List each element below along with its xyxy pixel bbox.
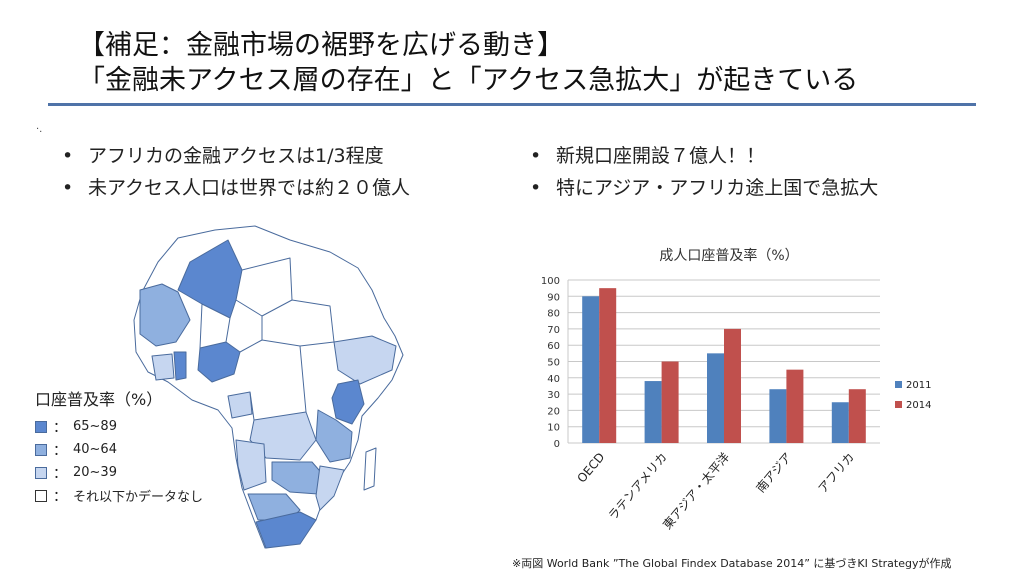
region-south-africa [255, 511, 317, 549]
map-legend-item: ： それ以下かデータなし [35, 484, 203, 507]
map-legend-item: ： 20~39 [35, 461, 203, 484]
map-legend-title: 口座普及率（%） [35, 390, 163, 409]
bullet-item: 新規口座開設７億人！！ [528, 140, 878, 172]
bullet-item: アフリカの金融アクセスは1/3程度 [60, 140, 410, 172]
bar-2011 [707, 353, 724, 443]
legend-swatch-2014 [895, 401, 902, 408]
y-tick-label: 70 [547, 325, 560, 336]
region-algeria [177, 239, 243, 319]
legend-swatch [35, 420, 47, 433]
y-tick-label: 80 [547, 309, 560, 320]
y-tick-label: 0 [554, 439, 560, 450]
x-tick-label: 東アジア・太平洋 [659, 449, 732, 532]
region-angola [235, 439, 267, 491]
bar-2014 [661, 361, 679, 443]
legend-label: 2014 [906, 400, 931, 411]
legend-range: それ以下かデータなし [73, 490, 204, 505]
legend-range: 40~64 [73, 442, 117, 457]
title-divider [48, 103, 976, 106]
slide-title: 【補足：金融市場の裾野を広げる動き】 「金融未アクセス層の存在」と「アクセス急拡… [78, 28, 858, 98]
source-footnote: ※両図 World Bank ”The Global Findex Databa… [512, 557, 952, 570]
y-tick-label: 60 [547, 341, 560, 352]
bullet-item: 未アクセス人口は世界では約２０億人 [60, 172, 410, 204]
bar-2014 [724, 328, 741, 443]
y-tick-label: 100 [541, 276, 560, 287]
x-tick-label: 南アジア [753, 449, 795, 495]
bar-2014 [848, 389, 866, 443]
x-tick-label: OECD [574, 450, 607, 486]
bullet-list-right: 新規口座開設７億人！！ 特にアジア・アフリカ途上国で急拡大 [528, 140, 878, 204]
y-tick-label: 50 [547, 358, 560, 369]
legend-swatch [35, 489, 47, 502]
legend-swatch-2011 [895, 381, 902, 388]
stray-mark: ·. [36, 124, 43, 135]
bar-2011 [831, 402, 849, 443]
region-ethiopia [333, 335, 397, 385]
legend-label: 2011 [906, 380, 931, 391]
bar-2011 [769, 389, 787, 443]
region-madagascar [363, 447, 377, 491]
legend-swatch [35, 466, 47, 479]
account-ownership-chart: 成人口座普及率（%） 0 10 20 30 40 50 60 70 80 90 100 OECDラテンア… [541, 247, 932, 532]
region-mozambique [315, 465, 345, 511]
map-legend-item: ： 40~64 [35, 438, 203, 461]
chart-title: 成人口座普及率（%） [659, 247, 798, 264]
map-legend-item: ： 65~89 [35, 415, 203, 438]
bar-2014 [786, 369, 804, 443]
region-gabon [227, 391, 253, 419]
country-borders [199, 257, 335, 421]
bullet-item: 特にアジア・アフリカ途上国で急拡大 [528, 172, 878, 204]
map-legend: 口座普及率（%） ： 65~89 ： 40~64 ： 20~39 ： それ以下か… [35, 386, 203, 507]
region-ghana [173, 351, 187, 381]
bar-2011 [582, 296, 600, 443]
y-tick-label: 30 [547, 390, 560, 401]
title-line-1: 【補足：金融市場の裾野を広げる動き】 [78, 30, 564, 61]
y-tick-label: 20 [547, 406, 560, 417]
bar-2014 [599, 288, 617, 443]
y-tick-label: 40 [547, 374, 560, 385]
title-line-2: 「金融未アクセス層の存在」と「アクセス急拡大」が起きている [78, 65, 859, 96]
bullet-list-left: アフリカの金融アクセスは1/3程度 未アクセス人口は世界では約２０億人 [60, 140, 410, 204]
x-tick-label: アフリカ [816, 450, 858, 496]
legend-range: 20~39 [73, 465, 117, 480]
y-tick-label: 10 [547, 423, 560, 434]
bar-2011 [644, 381, 662, 443]
region-kenya [331, 379, 365, 425]
y-tick-label: 90 [547, 292, 560, 303]
legend-range: 65~89 [73, 419, 117, 434]
region-west-sahel [139, 283, 191, 347]
legend-swatch [35, 443, 47, 456]
x-tick-label: ラテンアメリカ [606, 450, 670, 523]
region-ivory-coast [151, 353, 175, 381]
